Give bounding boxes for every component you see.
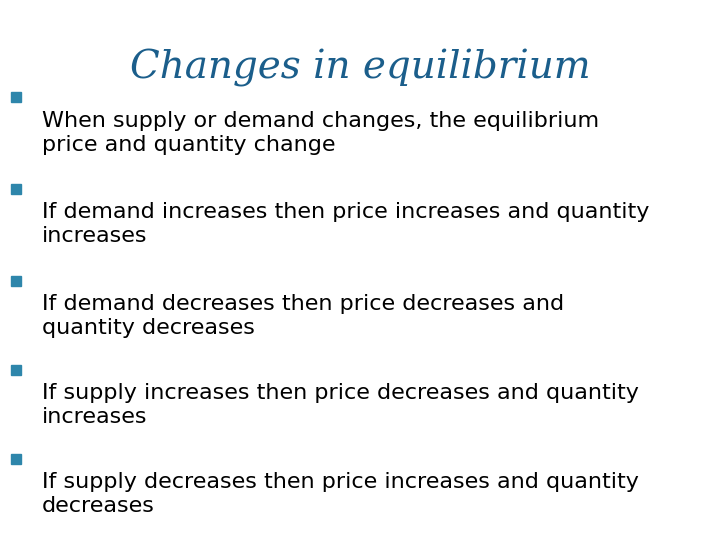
Text: If supply decreases then price increases and quantity
decreases: If supply decreases then price increases…: [42, 472, 639, 516]
Text: When supply or demand changes, the equilibrium
price and quantity change: When supply or demand changes, the equil…: [42, 111, 599, 154]
Text: If supply increases then price decreases and quantity
increases: If supply increases then price decreases…: [42, 383, 639, 427]
Text: Changes in equilibrium: Changes in equilibrium: [130, 49, 590, 86]
Text: If demand increases then price increases and quantity
increases: If demand increases then price increases…: [42, 202, 649, 246]
Text: If demand decreases then price decreases and
quantity decreases: If demand decreases then price decreases…: [42, 294, 564, 338]
